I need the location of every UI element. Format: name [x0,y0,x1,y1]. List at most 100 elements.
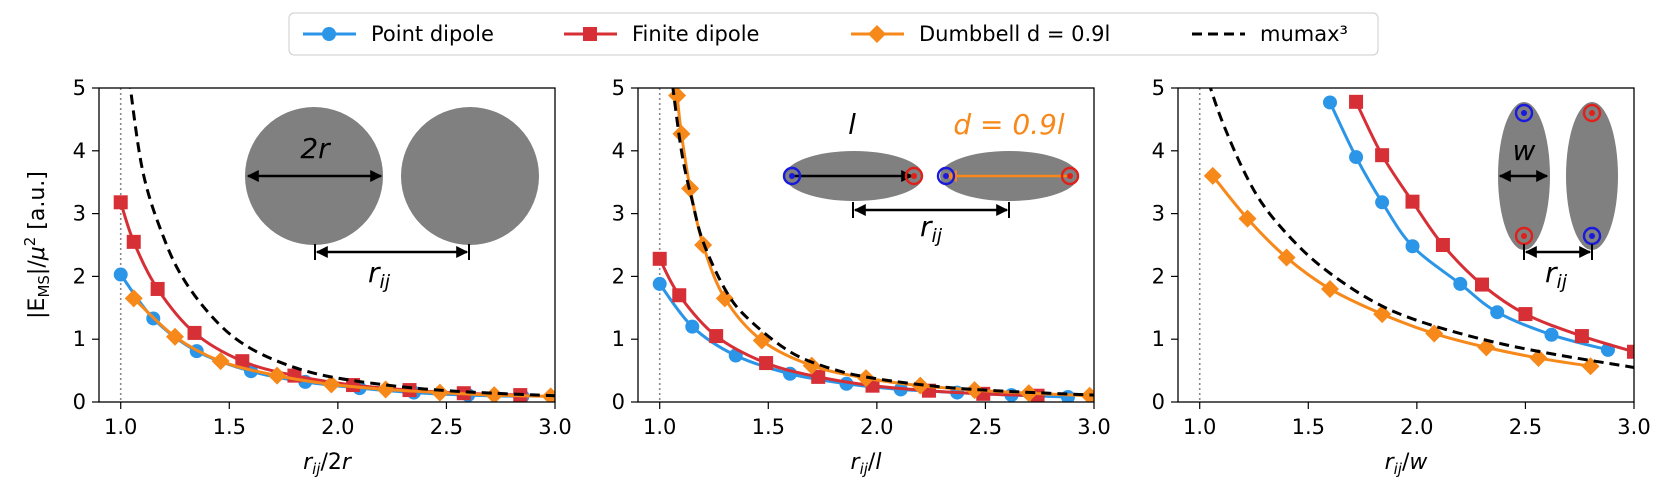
legend-label: mumax³ [1260,22,1348,46]
x-tick-label: 2.0 [860,415,893,439]
y-tick-label: 5 [612,76,625,100]
inset-label: 2r [300,132,331,165]
x-tick-label: 2.5 [969,415,1002,439]
y-tick-label: 4 [73,139,86,163]
point [1405,239,1420,254]
label-part: r [342,450,353,475]
point [1627,344,1634,359]
point [1349,94,1364,109]
point [126,234,141,249]
series [1349,94,1634,359]
point [430,383,449,402]
plot-frame [98,87,556,403]
inset-label: w [1513,134,1536,167]
inset-label-sub: ij [1557,271,1568,293]
label-part: |E [25,298,50,319]
inset-label: r [1545,256,1558,289]
x-tick-label: 1.5 [213,415,246,439]
legend-box [288,12,1379,56]
y-tick-label: 2 [1152,264,1165,288]
point [1375,195,1390,210]
label-part: l [875,450,881,475]
inset-label-sub: ij [380,271,391,293]
inset-label: rij [368,256,391,293]
series [1323,95,1615,357]
inset-label: l [848,108,856,141]
label-part: w [1409,450,1428,475]
line [1208,88,1634,369]
point [715,289,734,308]
inset-label: d = 0.9l [953,108,1065,141]
inset-label: rij [1545,256,1568,293]
y-tick-label: 4 [1152,139,1165,163]
x-tick-label: 1.0 [1183,415,1216,439]
label-part: 2 [21,237,39,247]
point [1373,305,1392,324]
label-part: / [1402,450,1410,475]
x-tick-label: 3.0 [1617,415,1650,439]
point [1529,349,1548,368]
series [124,289,555,402]
inset-label-sub: ij [932,225,943,247]
label-part: ij [1394,460,1403,478]
x-tick-label: 3.0 [538,415,571,439]
point [1435,238,1450,252]
y-tick-label: 5 [1152,76,1165,100]
y-tick-label: 3 [612,202,625,226]
particle [401,107,539,245]
inset-label: rij [920,210,943,247]
y-tick-label: 3 [73,202,86,226]
y-tick-label: 0 [73,390,86,414]
point [1080,386,1094,402]
x-tick-label: 2.5 [430,415,463,439]
y-axis-label: |EMS|/μ2 [a.u.] [21,171,53,319]
label-part: MS [35,275,53,297]
point [1490,305,1505,320]
point [268,366,287,385]
x-tick-label: 3.0 [1077,415,1110,439]
point [652,276,667,291]
point [166,327,184,346]
point [187,325,202,340]
point [1277,248,1296,267]
point [211,352,230,371]
point [668,88,687,105]
label-part: r [1385,450,1396,475]
legend-label: Dumbbell d = 0.9l [919,22,1110,46]
particle [1566,102,1618,250]
label-part: [a.u.] [25,171,50,237]
point [150,281,165,296]
y-tick-label: 0 [612,390,625,414]
y-tick-label: 1 [73,327,86,351]
y-tick-label: 4 [612,139,625,163]
point [322,375,341,394]
y-tick-label: 2 [73,264,86,288]
inset: 2r rij [245,107,539,293]
x-tick-label: 1.5 [1292,415,1325,439]
point [1323,95,1337,110]
label-part: /2 [320,450,341,475]
point [709,329,724,344]
point [685,319,700,334]
x-tick-label: 1.0 [643,415,676,439]
point [965,381,984,400]
label-part: μ [25,246,50,261]
legend-marker [322,27,336,41]
poles [782,166,1080,186]
point [1425,324,1444,343]
y-tick-label: 2 [612,264,625,288]
point [1405,194,1420,209]
point [1518,307,1533,322]
x-tick-label: 2.5 [1509,415,1542,439]
x-tick-label: 1.5 [752,415,785,439]
point [652,251,667,266]
point [1475,277,1489,292]
label-part: r [303,450,314,475]
legend: Point dipole Finite dipole Dumbbell d = 0.… [303,22,1348,46]
x-axis-label: rij/2r [303,450,353,478]
x-tick-label: 2.0 [1400,415,1433,439]
label-part: ij [860,460,869,478]
label-part: ij [312,460,321,478]
